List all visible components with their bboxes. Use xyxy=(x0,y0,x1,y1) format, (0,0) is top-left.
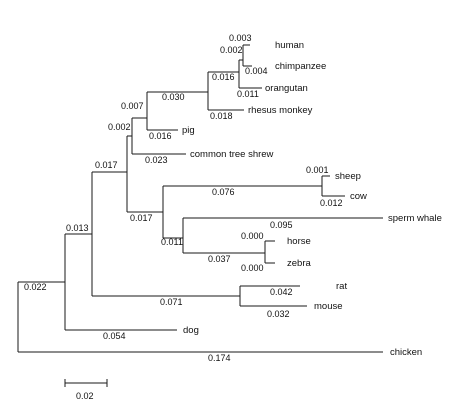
branch-length-orangutan: 0.011 xyxy=(237,89,259,99)
branch-length-human: 0.003 xyxy=(229,33,252,43)
branch-length-cetartio-perisso: 0.011 xyxy=(161,237,183,247)
branch-length-laurasia: 0.017 xyxy=(130,213,153,223)
taxon-label-horse: horse xyxy=(287,236,311,247)
branch-length-rodents: 0.071 xyxy=(160,297,183,307)
branch-length-tree-shrew-group: 0.002 xyxy=(108,122,131,132)
branch-length-ruminants: 0.076 xyxy=(212,187,235,197)
taxon-label-chimpanzee: chimpanzee xyxy=(275,61,326,72)
branch-length-chicken: 0.174 xyxy=(208,353,231,363)
branch-length-mammals-root: 0.022 xyxy=(24,282,47,292)
taxon-label-cow: cow xyxy=(350,191,367,202)
taxon-label-dog: dog xyxy=(183,325,199,336)
taxon-label-zebra: zebra xyxy=(287,258,311,269)
scale-bar-label: 0.02 xyxy=(76,391,94,401)
taxon-label-rhesus-monkey: rhesus monkey xyxy=(248,105,313,116)
branch-length-rhesus-monkey: 0.018 xyxy=(210,111,233,121)
taxon-label-sperm-whale: sperm whale xyxy=(388,213,442,224)
taxon-label-human: human xyxy=(275,40,304,51)
branch-length-pig: 0.016 xyxy=(149,131,172,141)
branch-length-horse: 0.000 xyxy=(241,231,264,241)
branch-length-chimpanzee: 0.004 xyxy=(245,66,268,76)
branch-length-eutheria: 0.013 xyxy=(66,223,89,233)
branch-length-euarchonto-laurasia: 0.017 xyxy=(95,160,118,170)
scale-bar: 0.02 xyxy=(64,379,108,401)
branch-length-common-tree-shrew: 0.023 xyxy=(145,155,168,165)
branch-length-zebra: 0.000 xyxy=(241,263,264,273)
branch-length-chimp-human: 0.002 xyxy=(220,45,243,55)
taxon-label-pig: pig xyxy=(182,125,195,136)
branch-length-sheep: 0.001 xyxy=(306,165,329,175)
taxon-label-mouse: mouse xyxy=(314,301,343,312)
branch-length-sperm-whale: 0.095 xyxy=(270,220,293,230)
taxon-label-sheep: sheep xyxy=(335,171,361,182)
branch-length-mouse: 0.032 xyxy=(267,309,290,319)
branch-length-primates: 0.030 xyxy=(162,92,185,102)
taxon-label-orangutan: orangutan xyxy=(265,83,308,94)
branch-length-primates-pig: 0.007 xyxy=(121,101,144,111)
branch-length-equids: 0.037 xyxy=(208,254,231,264)
taxon-label-chicken: chicken xyxy=(390,347,422,358)
taxon-label-common-tree-shrew: common tree shrew xyxy=(190,149,274,160)
branch-length-rat: 0.042 xyxy=(270,287,293,297)
branch-length-great-apes: 0.016 xyxy=(212,72,235,82)
branch-length-dog: 0.054 xyxy=(103,331,126,341)
taxon-label-rat: rat xyxy=(336,281,347,292)
branch-length-cow: 0.012 xyxy=(320,198,343,208)
